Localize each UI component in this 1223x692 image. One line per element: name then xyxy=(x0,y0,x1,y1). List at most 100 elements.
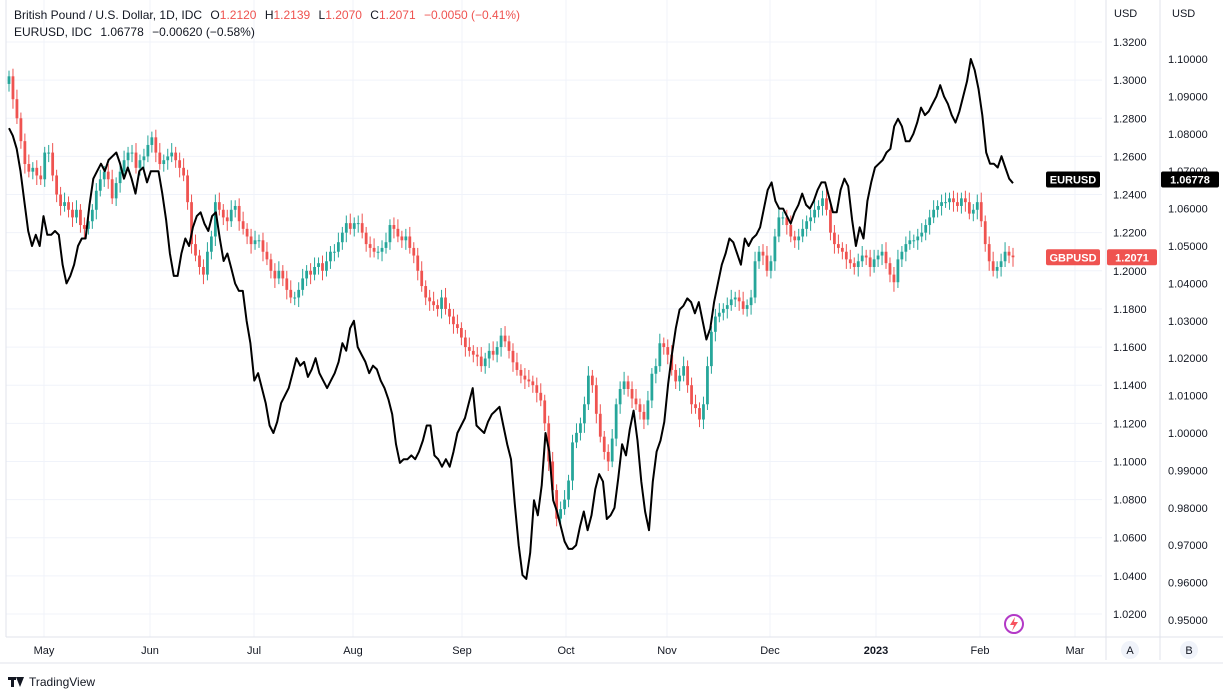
candle xyxy=(956,192,959,212)
time-axis[interactable]: May Jun Jul Aug Sep Oct Nov Dec 2023 Feb Mar A B xyxy=(34,641,1198,659)
scale-button-label[interactable]: A xyxy=(1126,645,1134,657)
candle-body xyxy=(610,438,614,462)
candle xyxy=(975,194,979,220)
scale-button-bg[interactable] xyxy=(1180,641,1198,659)
candle xyxy=(301,268,305,296)
candle xyxy=(448,303,451,325)
main-series-legend[interactable]: British Pound / U.S. Dollar, 1D, IDC O1.… xyxy=(14,7,520,23)
candle-body xyxy=(773,236,777,262)
candle xyxy=(352,217,356,237)
candle xyxy=(575,423,578,449)
candle xyxy=(416,247,420,281)
candle xyxy=(27,154,31,178)
candle xyxy=(960,192,963,214)
price-tick-label: 1.1800 xyxy=(1113,304,1147,316)
candle-body xyxy=(737,297,741,302)
candle-body xyxy=(813,209,816,218)
candle xyxy=(793,230,797,248)
candle xyxy=(837,234,840,254)
candle-body xyxy=(384,242,388,248)
candle xyxy=(563,490,566,515)
candle-body xyxy=(979,202,983,222)
candle-body xyxy=(960,198,963,206)
tag-last-value: 1.2071 xyxy=(1115,252,1149,264)
candle-body xyxy=(245,228,249,237)
candle-body xyxy=(908,240,912,245)
tag-series-name: EURUSD xyxy=(1050,175,1097,187)
candle xyxy=(583,396,586,433)
scale-b-button[interactable]: B xyxy=(1180,641,1198,659)
candle-body xyxy=(848,259,852,264)
ohlc-h-label: H xyxy=(264,8,274,22)
candle xyxy=(404,228,408,250)
candle-body xyxy=(920,232,924,237)
candle-body xyxy=(658,343,662,367)
scale-button-bg[interactable] xyxy=(1121,641,1139,659)
candle-body xyxy=(971,209,975,214)
candle-body xyxy=(586,375,590,405)
candle-body xyxy=(265,251,269,260)
candle xyxy=(436,299,439,317)
candle-body xyxy=(952,198,955,203)
candle xyxy=(364,226,368,252)
candle-body xyxy=(23,141,27,165)
candle-body xyxy=(75,209,78,218)
candle-body xyxy=(404,236,408,241)
candle-body xyxy=(43,152,47,180)
flash-icon[interactable] xyxy=(1004,614,1024,634)
candle-body xyxy=(420,270,424,287)
candle xyxy=(221,204,225,226)
candle xyxy=(900,246,904,267)
candle-body xyxy=(289,289,293,298)
tradingview-branding[interactable]: TradingView xyxy=(8,675,95,689)
candle-body xyxy=(388,225,392,243)
candle-body xyxy=(753,261,757,298)
candle-body xyxy=(253,240,257,245)
candle-body xyxy=(638,404,642,412)
candle xyxy=(586,366,590,410)
candle xyxy=(658,333,662,372)
candle xyxy=(198,249,201,275)
time-tick-label: 2023 xyxy=(864,645,888,657)
price-tick-label: 1.01000 xyxy=(1168,391,1208,403)
gbpusd-name-tag: GBPUSD xyxy=(1046,249,1100,266)
candle-body xyxy=(821,198,824,206)
candle xyxy=(686,360,689,393)
candle-body xyxy=(733,297,737,300)
candle xyxy=(745,299,749,317)
candle-body xyxy=(837,244,840,248)
candle xyxy=(336,232,340,258)
candle xyxy=(539,383,543,407)
tag-bg xyxy=(1046,171,1100,188)
candle-body xyxy=(511,350,515,363)
candle-body xyxy=(273,270,277,279)
far-right-price-axis[interactable]: USD1.100001.090001.080001.070001.060001.… xyxy=(1168,8,1208,627)
tag-bg xyxy=(1107,249,1157,266)
candle-body xyxy=(202,266,205,275)
candle xyxy=(642,404,646,430)
candle xyxy=(888,257,892,283)
candle-body xyxy=(694,404,697,409)
candle-body xyxy=(444,297,447,309)
overlay-legend[interactable]: EURUSD, IDC 1.06778 −0.00620 (−0.58%) xyxy=(14,24,255,40)
time-tick-label: Mar xyxy=(1066,645,1085,657)
ohlc-low: 1.2070 xyxy=(325,8,362,22)
candle xyxy=(495,341,499,363)
candle-body xyxy=(67,202,70,210)
candle-body xyxy=(198,255,201,267)
right-price-axis[interactable]: USD 1.3200 1.3000 1.2800 1.2600 1.2400 1.2200 1… xyxy=(1113,8,1147,621)
candle-body xyxy=(523,375,527,380)
candle xyxy=(491,341,495,361)
candle xyxy=(590,369,594,393)
candle xyxy=(527,369,531,388)
candle xyxy=(848,249,852,269)
scale-button-label[interactable]: B xyxy=(1185,645,1192,657)
candle-body xyxy=(678,375,682,382)
scale-auto-button[interactable]: A xyxy=(1121,641,1139,659)
candle-body xyxy=(102,171,106,180)
candle-body xyxy=(614,404,618,439)
candle-body xyxy=(884,251,888,264)
candle xyxy=(702,396,705,430)
candle-body xyxy=(785,217,789,226)
